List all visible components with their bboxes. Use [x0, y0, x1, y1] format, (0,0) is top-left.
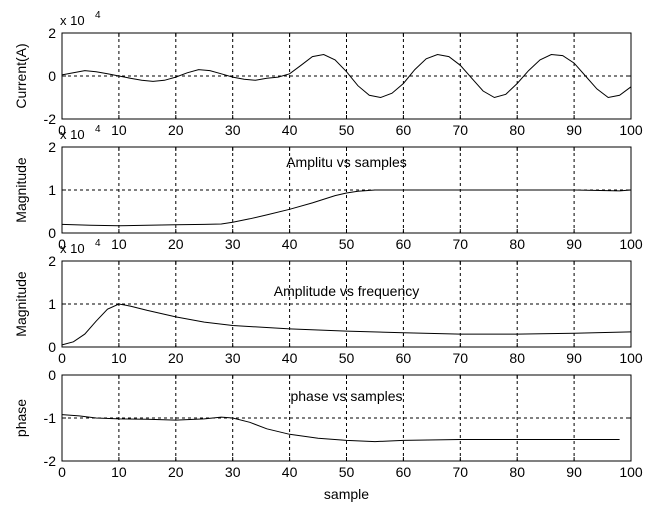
x-tick-label: 10: [111, 236, 127, 252]
x-tick-label: 90: [566, 122, 582, 138]
exponent-power: 4: [95, 10, 101, 21]
x-tick-label: 90: [566, 236, 582, 252]
x-tick-label: 30: [225, 350, 241, 366]
x-tick-label: 50: [339, 236, 355, 252]
exponent-label: x 10: [60, 241, 85, 256]
x-tick-label: 30: [225, 122, 241, 138]
x-tick-label: 60: [396, 464, 412, 480]
x-tick-label: 40: [282, 236, 298, 252]
chart-title: phase vs samples: [290, 388, 402, 404]
chart-title: Amplitude vs frequency: [274, 283, 420, 299]
y-tick-label: 0: [48, 225, 56, 241]
x-tick-label: 0: [58, 122, 66, 138]
x-tick-label: 90: [566, 350, 582, 366]
x-tick-label: 100: [619, 122, 643, 138]
x-tick-label: 10: [111, 350, 127, 366]
x-tick-label: 80: [509, 236, 525, 252]
x-tick-label: 50: [339, 464, 355, 480]
x-tick-label: 40: [282, 464, 298, 480]
exponent-label: x 10: [60, 127, 85, 142]
x-tick-label: 70: [453, 122, 469, 138]
x-tick-label: 80: [509, 122, 525, 138]
series-line: [61, 189, 632, 227]
x-tick-label: 60: [396, 122, 412, 138]
y-tick-label: 0: [48, 367, 56, 383]
y-tick-label: -2: [44, 111, 57, 127]
x-tick-label: 100: [619, 350, 643, 366]
x-tick-label: 40: [282, 350, 298, 366]
x-tick-label: 20: [168, 122, 184, 138]
y-tick-label: -2: [44, 453, 57, 469]
y-axis-label: Magnitude: [13, 271, 29, 337]
y-tick-label: 1: [48, 296, 56, 312]
x-tick-label: 20: [168, 464, 184, 480]
x-tick-label: 0: [58, 236, 66, 252]
series-line: [61, 53, 632, 99]
x-axis-label: sample: [324, 486, 369, 502]
y-axis-label: phase: [13, 399, 29, 437]
x-tick-label: 70: [453, 350, 469, 366]
chart-title: Amplitu vs samples: [286, 154, 407, 170]
x-tick-label: 90: [566, 464, 582, 480]
x-tick-label: 30: [225, 236, 241, 252]
y-tick-label: 1: [48, 182, 56, 198]
x-tick-label: 100: [619, 464, 643, 480]
x-tick-label: 80: [509, 464, 525, 480]
y-tick-label: 0: [48, 339, 56, 355]
x-tick-label: 40: [282, 122, 298, 138]
x-tick-label: 20: [168, 236, 184, 252]
x-tick-label: 50: [339, 122, 355, 138]
series-line: [61, 414, 620, 443]
y-tick-label: -1: [44, 410, 57, 426]
x-tick-label: 30: [225, 464, 241, 480]
y-tick-label: 2: [48, 139, 56, 155]
x-tick-label: 70: [453, 464, 469, 480]
y-tick-label: 2: [48, 25, 56, 41]
exponent-power: 4: [95, 124, 101, 135]
y-axis-label: Magnitude: [13, 157, 29, 223]
x-tick-label: 0: [58, 350, 66, 366]
exponent-label: x 10: [60, 13, 85, 28]
x-tick-label: 0: [58, 464, 66, 480]
x-tick-label: 100: [619, 236, 643, 252]
y-tick-label: 0: [48, 68, 56, 84]
x-tick-label: 50: [339, 350, 355, 366]
x-tick-label: 60: [396, 350, 412, 366]
y-tick-label: 2: [48, 253, 56, 269]
exponent-power: 4: [95, 238, 101, 249]
y-axis-label: Current(A): [13, 43, 29, 108]
x-tick-label: 20: [168, 350, 184, 366]
x-tick-label: 80: [509, 350, 525, 366]
x-tick-label: 10: [111, 464, 127, 480]
series-line: [61, 303, 632, 346]
x-tick-label: 10: [111, 122, 127, 138]
x-tick-label: 70: [453, 236, 469, 252]
x-tick-label: 60: [396, 236, 412, 252]
